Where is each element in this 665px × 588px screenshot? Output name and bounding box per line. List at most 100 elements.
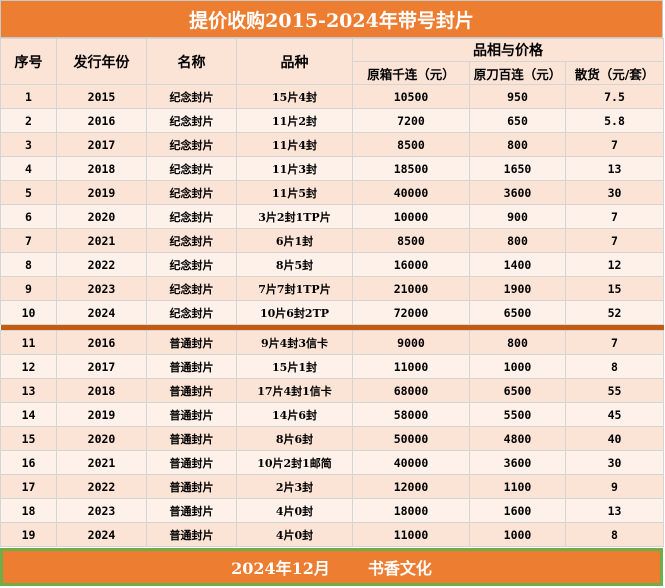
cell-box: 50000 [352,426,470,451]
cell-knife: 6500 [469,300,566,325]
cell-name: 纪念封片 [146,276,237,301]
cell-seq: 16 [0,450,57,475]
cell-name: 普通封片 [146,474,237,499]
table-row: 7 2021 纪念封片 6片1封 8500 800 7 [0,228,665,253]
cell-variety: 2片3封 [236,474,353,499]
cell-year: 2020 [56,204,147,229]
cell-year: 2018 [56,378,147,403]
cell-variety: 4片0封 [236,522,353,547]
header-group: 品相与价格 [351,38,665,62]
cell-box: 12000 [352,474,470,499]
header-year: 发行年份 [56,38,147,85]
cell-knife: 1100 [469,474,566,499]
cell-knife: 900 [469,204,566,229]
cell-variety: 10片2封1邮简 [236,450,353,475]
cell-loose: 30 [564,450,665,475]
cell-seq: 15 [0,426,57,451]
cell-name: 普通封片 [146,522,237,547]
cell-seq: 9 [0,276,57,301]
table-row: 5 2019 纪念封片 11片5封 40000 3600 30 [0,180,665,205]
table-row: 2 2016 纪念封片 11片2封 7200 650 5.8 [0,108,665,133]
table-row: 13 2018 普通封片 17片4封1信卡 68000 6500 55 [0,378,665,403]
cell-name: 普通封片 [146,354,237,379]
cell-year: 2024 [56,300,147,325]
cell-box: 40000 [352,180,470,205]
footer-date: 2024年12月 [231,559,330,578]
section-divider [0,324,664,331]
cell-year: 2017 [56,132,147,157]
table-row: 19 2024 普通封片 4片0封 11000 1000 8 [0,522,665,547]
cell-knife: 6500 [469,378,566,403]
cell-loose: 15 [564,276,665,301]
header-name: 名称 [146,38,237,85]
cell-loose: 7 [564,132,665,157]
cell-box: 68000 [352,378,470,403]
cell-variety: 8片5封 [236,252,353,277]
cell-seq: 19 [0,522,57,547]
cell-year: 2021 [56,450,147,475]
cell-seq: 7 [0,228,57,253]
cell-box: 10000 [352,204,470,229]
cell-knife: 1650 [469,156,566,181]
cell-name: 普通封片 [146,402,237,427]
table-row: 12 2017 普通封片 15片1封 11000 1000 8 [0,354,665,379]
cell-box: 8500 [352,132,470,157]
cell-knife: 3600 [469,450,566,475]
cell-loose: 55 [564,378,665,403]
cell-loose: 5.8 [564,108,665,133]
cell-seq: 14 [0,402,57,427]
cell-knife: 1900 [469,276,566,301]
table-row: 3 2017 纪念封片 11片4封 8500 800 7 [0,132,665,157]
cell-year: 2016 [56,330,147,355]
cell-box: 11000 [352,354,470,379]
cell-loose: 7 [564,228,665,253]
cell-knife: 1000 [469,354,566,379]
cell-seq: 3 [0,132,57,157]
cell-year: 2018 [56,156,147,181]
cell-box: 21000 [352,276,470,301]
cell-name: 普通封片 [146,498,237,523]
cell-knife: 800 [469,228,566,253]
section-divider-bar [0,324,664,331]
table-row: 14 2019 普通封片 14片6封 58000 5500 45 [0,402,665,427]
cell-seq: 18 [0,498,57,523]
cell-loose: 7 [564,330,665,355]
header-loose-price: 散货（元/套） [564,61,665,85]
cell-year: 2023 [56,276,147,301]
cell-seq: 5 [0,180,57,205]
header-seq: 序号 [0,38,57,85]
cell-knife: 1000 [469,522,566,547]
table-row: 18 2023 普通封片 4片0封 18000 1600 13 [0,498,665,523]
cell-seq: 11 [0,330,57,355]
page-title: 提价收购2015-2024年带号封片 [0,0,663,38]
header-knife-price: 原刀百连（元） [469,61,566,85]
cell-variety: 11片2封 [236,108,353,133]
cell-name: 普通封片 [146,450,237,475]
cell-box: 7200 [352,108,470,133]
cell-seq: 17 [0,474,57,499]
cell-box: 8500 [352,228,470,253]
cell-knife: 950 [469,84,566,109]
cell-variety: 14片6封 [236,402,353,427]
cell-box: 11000 [352,522,470,547]
cell-box: 9000 [352,330,470,355]
header-variety: 品种 [236,38,353,85]
cell-knife: 4800 [469,426,566,451]
cell-loose: 9 [564,474,665,499]
cell-variety: 15片4封 [236,84,353,109]
cell-variety: 4片0封 [236,498,353,523]
cell-box: 58000 [352,402,470,427]
cell-name: 普通封片 [146,378,237,403]
cell-name: 纪念封片 [146,132,237,157]
cell-name: 纪念封片 [146,228,237,253]
cell-year: 2019 [56,180,147,205]
table-row: 16 2021 普通封片 10片2封1邮简 40000 3600 30 [0,450,665,475]
cell-variety: 6片1封 [236,228,353,253]
cell-name: 纪念封片 [146,252,237,277]
cell-box: 10500 [352,84,470,109]
table-body: 1 2015 纪念封片 15片4封 10500 950 7.5 2 2016 纪念封片 11片2封 7… [0,84,665,547]
cell-knife: 1400 [469,252,566,277]
table-row: 10 2024 纪念封片 10片6封2TP 72000 6500 52 [0,300,665,325]
cell-box: 40000 [352,450,470,475]
